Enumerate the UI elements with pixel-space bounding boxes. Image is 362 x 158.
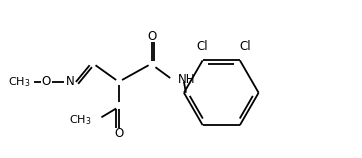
Text: Cl: Cl bbox=[197, 40, 209, 53]
Text: NH: NH bbox=[178, 73, 195, 86]
Text: O: O bbox=[147, 30, 156, 43]
Text: CH$_3$: CH$_3$ bbox=[8, 75, 30, 89]
Text: O: O bbox=[114, 127, 124, 140]
Text: O: O bbox=[42, 76, 51, 88]
Text: Cl: Cl bbox=[239, 40, 251, 53]
Text: CH$_3$: CH$_3$ bbox=[69, 113, 92, 127]
Text: N: N bbox=[66, 76, 74, 88]
